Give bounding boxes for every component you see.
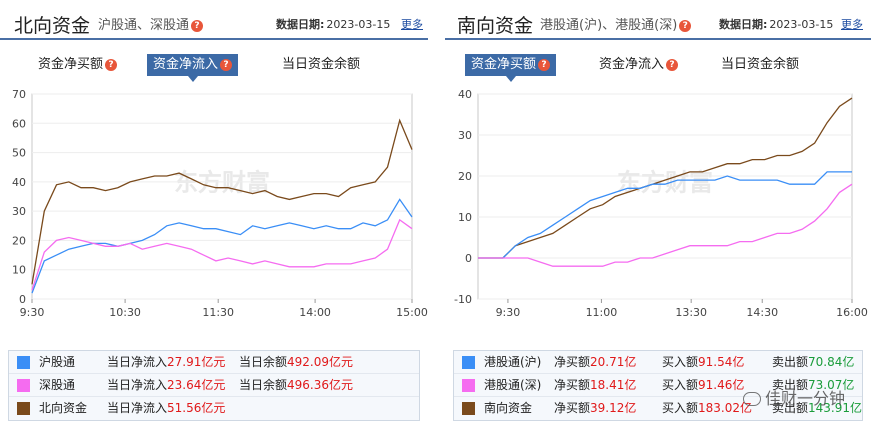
south-chart: 东方财富 -10 0 10 20 30 40 9:30 11:00 13:30 14:30 16:00 — [445, 84, 871, 322]
legend-net-buy: 净买额18.41亿 — [554, 378, 637, 392]
legend-sell: 卖出额143.91亿 — [772, 401, 863, 415]
x-tick-label: 9:30 — [496, 306, 521, 319]
y-tick-label: 40 — [458, 88, 472, 101]
south-legend: 港股通(沪) 净买额20.71亿 买入额91.54亿 卖出额70.84亿 港股通… — [453, 350, 863, 421]
north-header: 北向资金 沪股通、深股通? 数据日期: 2023-03-15 更多 — [0, 0, 428, 40]
y-tick-label: 70 — [12, 88, 26, 101]
south-header: 南向资金 港股通(沪)、港股通(深)? 数据日期: 2023-03-15 更多 — [445, 0, 871, 40]
x-tick-label: 14:00 — [299, 306, 331, 319]
series-line-2 — [478, 97, 853, 259]
y-tick-label: 10 — [458, 211, 472, 224]
north-panel: 北向资金 沪股通、深股通? 数据日期: 2023-03-15 更多 资金净买额? … — [0, 0, 428, 434]
tab-net-buy[interactable]: 资金净买额? — [465, 54, 557, 82]
legend-sell: 卖出额73.07亿 — [772, 378, 855, 392]
legend-row: 南向资金 净买额39.12亿 买入额183.02亿 卖出额143.91亿 — [454, 397, 862, 420]
north-title: 北向资金 — [14, 15, 91, 37]
tab-net-inflow[interactable]: 资金净流入? — [147, 54, 239, 82]
x-tick-label: 16:00 — [836, 306, 868, 319]
legend-row: 北向资金 当日净流入51.56亿元 — [9, 397, 419, 420]
help-icon[interactable]: ? — [679, 20, 692, 32]
x-tick-label: 9:30 — [20, 306, 45, 319]
legend-net-buy: 净买额39.12亿 — [554, 401, 637, 415]
south-more-link[interactable]: 更多 — [841, 18, 863, 31]
y-tick-label: 10 — [12, 264, 26, 277]
north-date: 数据日期: 2023-03-15 — [276, 18, 391, 31]
legend-inflow: 当日净流入23.64亿元 — [107, 378, 226, 392]
y-tick-label: 20 — [458, 170, 472, 183]
x-tick-label: 11:30 — [202, 306, 234, 319]
north-tabs: 资金净买额? 资金净流入? 当日资金余额 — [0, 52, 428, 82]
help-icon[interactable]: ? — [105, 59, 118, 71]
north-chart: 东方财富 0 10 20 30 40 50 60 70 9:30 10:30 11:30 14:00 15… — [0, 84, 428, 322]
legend-row: 港股通(深) 净买额18.41亿 买入额91.46亿 卖出额73.07亿 — [454, 374, 862, 397]
y-tick-label: 60 — [12, 117, 26, 130]
tab-net-inflow[interactable]: 资金净流入? — [593, 54, 684, 76]
north-more-link[interactable]: 更多 — [401, 18, 423, 31]
legend-net-buy: 净买额20.71亿 — [554, 355, 637, 369]
legend-row: 港股通(沪) 净买额20.71亿 买入额91.54亿 卖出额70.84亿 — [454, 351, 862, 374]
legend-swatch — [462, 379, 475, 392]
y-tick-label: 30 — [12, 205, 26, 218]
y-tick-label: 0 — [465, 252, 472, 265]
plot-area — [31, 93, 413, 300]
series-line-2 — [31, 118, 413, 285]
legend-name: 沪股通 — [39, 355, 76, 369]
legend-row: 沪股通 当日净流入27.91亿元 当日余额492.09亿元 — [9, 351, 419, 374]
south-date: 数据日期: 2023-03-15 — [719, 18, 834, 31]
legend-swatch — [17, 379, 30, 392]
y-tick-label: 0 — [19, 293, 26, 306]
y-tick-label: -10 — [454, 293, 472, 306]
legend-swatch — [17, 356, 30, 369]
legend-buy: 买入额91.54亿 — [662, 355, 745, 369]
x-tick-label: 15:00 — [396, 306, 428, 319]
legend-swatch — [462, 402, 475, 415]
south-chart-svg: 东方财富 -10 0 10 20 30 40 9:30 11:00 13:30 14:30 16:00 — [454, 88, 868, 319]
tab-daily-balance[interactable]: 当日资金余额 — [282, 57, 361, 72]
legend-sell: 卖出额70.84亿 — [772, 355, 855, 369]
legend-buy: 买入额91.46亿 — [662, 378, 745, 392]
legend-name: 深股通 — [39, 378, 76, 392]
legend-name: 港股通(沪) — [484, 355, 542, 369]
y-tick-label: 20 — [12, 234, 26, 247]
legend-row: 深股通 当日净流入23.64亿元 当日余额496.36亿元 — [9, 374, 419, 397]
x-tick-label: 14:30 — [746, 306, 778, 319]
wechat-icon — [742, 392, 761, 406]
south-panel: 南向资金 港股通(沪)、港股通(深)? 数据日期: 2023-03-15 更多 资… — [445, 0, 871, 434]
x-tick-label: 13:30 — [675, 306, 707, 319]
x-tick-label: 10:30 — [109, 306, 141, 319]
legend-inflow: 当日净流入27.91亿元 — [107, 355, 226, 369]
legend-swatch — [17, 402, 30, 415]
legend-balance: 当日余额492.09亿元 — [239, 355, 354, 369]
help-icon[interactable]: ? — [666, 59, 679, 71]
legend-name: 南向资金 — [484, 401, 533, 415]
north-legend: 沪股通 当日净流入27.91亿元 当日余额492.09亿元 深股通 当日净流入2… — [8, 350, 420, 421]
chart-watermark: 东方财富 — [617, 168, 713, 196]
north-subtitle: 沪股通、深股通? — [98, 14, 204, 33]
south-title: 南向资金 — [457, 15, 534, 37]
legend-swatch — [462, 356, 475, 369]
y-tick-label: 30 — [458, 129, 472, 142]
x-tick-label: 11:00 — [586, 306, 618, 319]
plot-area — [477, 93, 853, 300]
south-subtitle: 港股通(沪)、港股通(深)? — [540, 14, 692, 33]
legend-name: 北向资金 — [39, 401, 88, 415]
legend-name: 港股通(深) — [484, 378, 542, 392]
series-line-1 — [31, 218, 413, 291]
legend-inflow: 当日净流入51.56亿元 — [107, 401, 226, 415]
legend-balance: 当日余额496.36亿元 — [239, 378, 354, 392]
y-tick-label: 50 — [12, 147, 26, 160]
south-tabs: 资金净买额? 资金净流入? 当日资金余额 — [445, 52, 871, 82]
series-line-0 — [478, 171, 852, 259]
legend-buy: 买入额183.02亿 — [662, 401, 753, 415]
y-tick-label: 40 — [12, 176, 26, 189]
help-icon[interactable]: ? — [191, 20, 204, 32]
tab-daily-balance[interactable]: 当日资金余额 — [721, 57, 800, 72]
help-icon[interactable]: ? — [538, 59, 551, 71]
wechat-watermark: 佳财一分钟 — [742, 385, 845, 409]
series-line-1 — [478, 183, 853, 267]
tab-net-buy[interactable]: 资金净买额? — [32, 54, 123, 76]
help-icon[interactable]: ? — [220, 59, 233, 71]
